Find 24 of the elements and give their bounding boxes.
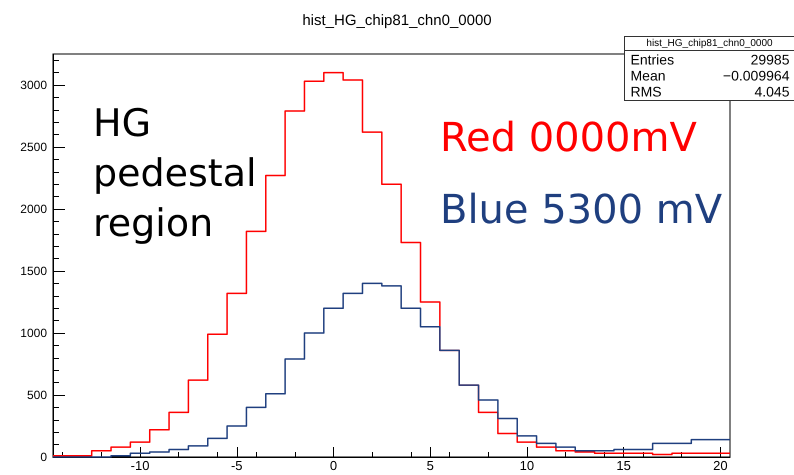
annotation: RMS [630,84,662,100]
text: 4.045 [754,84,790,100]
y-tick-label: 2000 [20,202,48,216]
y-tick-label: 1500 [20,264,48,278]
text: hist_HG_chip81_chn0_0000 [302,12,492,29]
series-label: Red 0000mV [440,115,698,161]
x-tick-label: 10 [520,458,534,473]
text: 29985 [750,52,790,68]
annotation: −0.009964 [722,68,790,84]
x-tick-label: -5 [230,458,243,473]
y-tick-label: 2500 [20,140,48,154]
x-tick-label: 15 [616,458,631,473]
y-tick-label: 3000 [20,78,48,92]
x-tick-label: 5 [426,458,434,473]
x-tick-label: 0 [330,458,338,473]
annotation: Entries [630,52,674,68]
x-tick-label: 20 [713,458,728,473]
annotation: HG pedestal region [93,101,269,245]
series-label: Blue 5300 mV [440,187,723,233]
annotation: Mean [630,68,666,84]
y-tick-label: 500 [26,388,48,402]
y-tick-label: 1000 [20,326,48,340]
x-tick-label: -10 [130,458,150,473]
chart-title: hist_HG_chip81_chn0_0000 [646,38,774,49]
